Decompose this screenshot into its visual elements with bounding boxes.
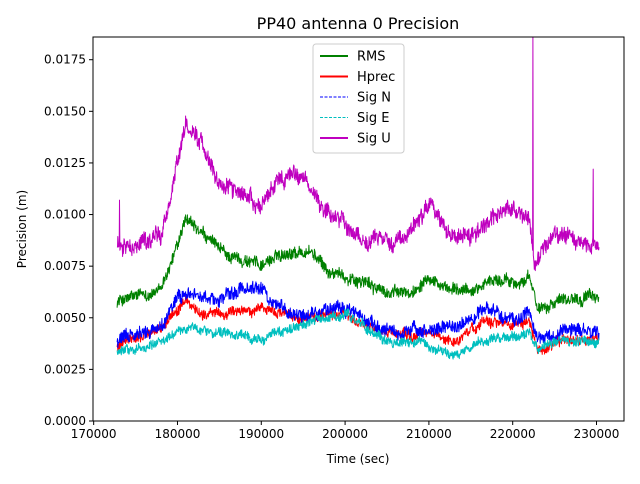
chart-title: PP40 antenna 0 Precision [257, 14, 460, 33]
x-tick-label: 200000 [322, 427, 368, 441]
legend: RMS Hprec Sig N Sig E Sig U [312, 43, 405, 154]
y-tick-label: 0.0150 [44, 104, 86, 118]
x-tick-label: 230000 [574, 427, 620, 441]
y-tick-label: 0.0175 [44, 53, 86, 67]
x-axis-label: Time (sec) [326, 452, 390, 466]
series-line-sig-e [116, 308, 600, 360]
legend-label: RMS [357, 50, 386, 65]
y-axis: 0.0000 0.0025 0.0050 0.0075 0.0100 0.0125 0.01… [44, 53, 93, 428]
x-tick-label: 210000 [406, 427, 452, 441]
y-tick-label: 0.0125 [44, 156, 86, 170]
y-axis-label: Precision (m) [15, 190, 29, 268]
y-tick-label: 0.0100 [44, 208, 86, 222]
legend-label: Sig U [357, 132, 391, 147]
x-tick-label: 220000 [490, 427, 536, 441]
series-line-sig-n [116, 280, 600, 349]
series-line-hprec [116, 293, 600, 355]
y-tick-label: 0.0050 [44, 311, 86, 325]
plot-frame [92, 36, 625, 422]
series-line-sig-u [116, 37, 600, 272]
series-line-rms [116, 214, 600, 315]
x-tick-label: 170000 [71, 427, 117, 441]
legend-label: Sig E [357, 111, 389, 126]
y-tick-label: 0.0025 [44, 362, 86, 376]
series-group [116, 37, 600, 360]
legend-box [312, 43, 405, 154]
x-tick-label: 190000 [238, 427, 284, 441]
legend-label: Sig N [357, 91, 391, 106]
legend-label: Hprec [357, 70, 395, 85]
x-axis: 170000 180000 190000 200000 210000 220000 2300… [71, 421, 620, 441]
y-tick-label: 0.0075 [44, 259, 86, 273]
y-tick-label: 0.0000 [44, 414, 86, 428]
x-tick-label: 180000 [155, 427, 201, 441]
